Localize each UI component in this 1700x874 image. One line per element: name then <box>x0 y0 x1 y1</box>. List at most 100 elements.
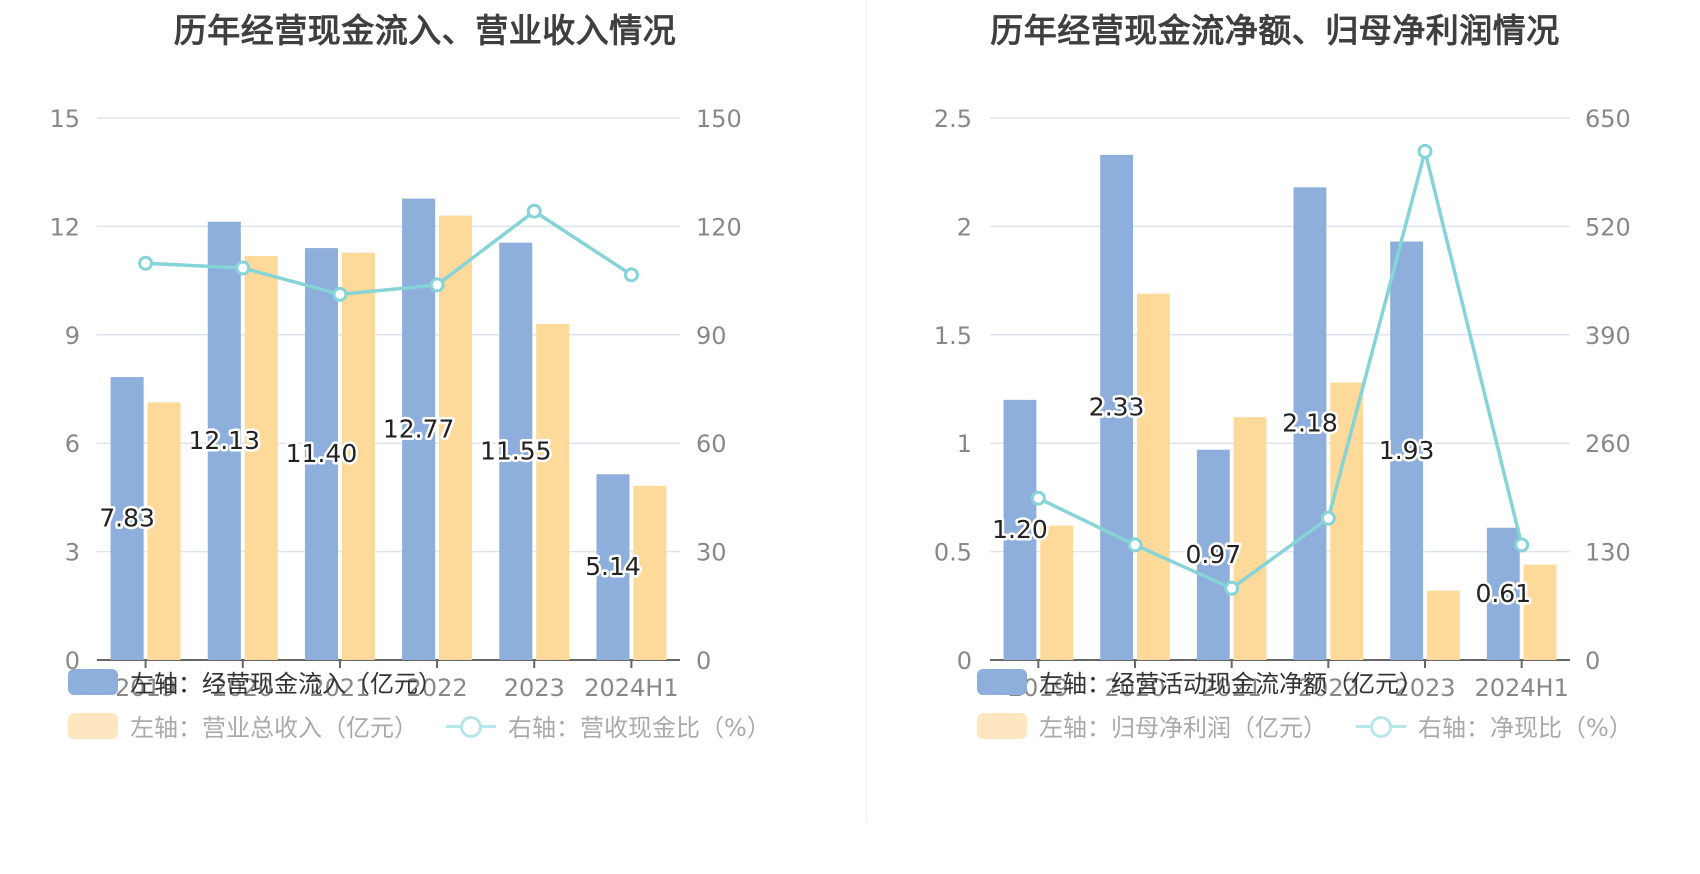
bar-orange <box>244 256 278 660</box>
legend-swatch-line-icon <box>446 713 496 739</box>
x-axis-tick-label: 2021 <box>1201 674 1262 702</box>
line-point <box>332 286 348 302</box>
panel-divider <box>866 0 867 822</box>
line-point <box>1224 580 1240 596</box>
bar-orange <box>633 485 667 660</box>
legend-item-series-2[interactable]: 右轴：净现比（%） <box>1356 708 1633 743</box>
bar-orange <box>1233 417 1267 660</box>
x-axis-tick-label: 2022 <box>1298 674 1359 702</box>
bar-orange <box>341 252 375 660</box>
bar-blue <box>402 198 436 660</box>
right-axis-tick-label: 120 <box>696 213 742 241</box>
bar-orange <box>1426 590 1460 660</box>
right-axis-tick-label: 130 <box>1585 539 1631 567</box>
legend-label: 右轴：净现比（%） <box>1418 714 1633 742</box>
legend-label: 右轴：营收现金比（%） <box>508 714 771 742</box>
bar-data-label: 12.77 <box>383 414 455 443</box>
bar-data-label: 1.93 <box>1379 436 1435 465</box>
legend-swatch-bar-blue <box>977 668 1027 695</box>
bar-blue <box>207 221 241 660</box>
bar-data-label: 5.14 <box>585 552 641 581</box>
line-point <box>138 255 154 271</box>
left-axis-tick-label: 3 <box>65 539 80 567</box>
legend-item-series-2[interactable]: 右轴：营收现金比（%） <box>446 708 771 743</box>
left-axis-tick-label: 0.5 <box>934 539 972 567</box>
legend-item-series-0[interactable]: 左轴：经营活动现金流净额（亿元） <box>977 664 1423 699</box>
bar-blue <box>1486 527 1520 660</box>
chart-panel-right: 历年经营现金流净额、归母净利润情况 0 0.5 1 1.5 2 2.5 0 130 260 390… <box>850 0 1700 874</box>
line-point <box>1127 537 1143 553</box>
bar-blue <box>1100 154 1134 660</box>
bar-blue <box>304 248 338 660</box>
x-axis-tick-label: 2023 <box>504 674 565 702</box>
x-axis-tick-label: 2020 <box>212 674 273 702</box>
x-axis-tick-label: 2019 <box>115 674 176 702</box>
line-point <box>1514 537 1530 553</box>
chart-title: 历年经营现金流净额、归母净利润情况 <box>990 11 1560 50</box>
legend-item-series-1[interactable]: 左轴：归母净利润（亿元） <box>977 708 1327 743</box>
bar-orange <box>1136 293 1170 660</box>
bar-blue <box>499 242 533 660</box>
bar-data-label: 0.61 <box>1475 579 1531 608</box>
bar-orange <box>147 402 181 660</box>
line-series <box>1037 150 1524 591</box>
right-axis-tick-label: 60 <box>696 430 727 458</box>
x-axis-tick-label: 2024H1 <box>584 674 678 702</box>
legend-swatch-bar-blue <box>68 668 118 695</box>
bar-data-label: 12.13 <box>188 426 260 455</box>
right-axis-tick-label: 260 <box>1585 430 1631 458</box>
line-point <box>623 267 639 283</box>
legend-item-series-1[interactable]: 左轴：营业总收入（亿元） <box>68 708 418 743</box>
legend-label: 左轴：营业总收入（亿元） <box>130 714 418 742</box>
bar-data-label: 0.97 <box>1185 540 1241 569</box>
line-point <box>1030 490 1046 506</box>
right-axis-tick-label: 390 <box>1585 322 1631 350</box>
bar-data-label: 1.20 <box>992 515 1048 544</box>
x-axis-tick-label: 2023 <box>1394 674 1455 702</box>
legend-label: 左轴：经营现金流入（亿元） <box>130 670 442 698</box>
left-axis-tick-label: 2.5 <box>934 105 972 133</box>
right-axis-tick-label: 0 <box>1585 647 1600 675</box>
left-axis-tick-label: 6 <box>65 430 80 458</box>
left-axis-tick-label: 1 <box>957 430 972 458</box>
x-axis-tick-label: 2020 <box>1104 674 1165 702</box>
chart-panel-left: 历年经营现金流入、营业收入情况 0 3 6 9 12 15 0 30 60 90 120 150 201… <box>49 11 771 743</box>
line-point <box>526 203 542 219</box>
bar-orange <box>1523 564 1557 660</box>
left-axis-tick-label: 0 <box>957 647 972 675</box>
right-axis-tick-label: 650 <box>1585 105 1631 133</box>
right-axis-tick-label: 520 <box>1585 213 1631 241</box>
left-axis-tick-label: 2 <box>957 213 972 241</box>
chart-title: 历年经营现金流入、营业收入情况 <box>173 11 677 50</box>
bar-orange <box>536 323 570 660</box>
bar-orange <box>1330 382 1364 660</box>
bar-blue <box>1293 187 1327 660</box>
bar-orange <box>439 215 473 660</box>
line-point <box>235 260 251 276</box>
bar-blue <box>110 377 144 660</box>
legend-swatch-bar-orange <box>68 712 118 739</box>
bar-data-label: 2.33 <box>1089 392 1145 421</box>
bar-data-label: 7.83 <box>99 504 155 533</box>
legend-label: 左轴：归母净利润（亿元） <box>1039 714 1327 742</box>
legend-item-series-0[interactable]: 左轴：经营现金流入（亿元） <box>68 664 442 699</box>
legend-swatch-bar-orange <box>977 712 1027 739</box>
left-axis-tick-label: 1.5 <box>934 322 972 350</box>
line-series <box>145 209 633 297</box>
left-axis-tick-label: 9 <box>65 322 80 350</box>
bar-blue <box>1003 399 1037 660</box>
line-point <box>429 277 445 293</box>
bar-blue <box>596 474 630 660</box>
left-axis-tick-label: 0 <box>65 647 80 675</box>
bar-data-label: 2.18 <box>1282 409 1338 438</box>
bar-orange <box>1040 525 1074 660</box>
legend-swatch-line-icon <box>1356 713 1406 739</box>
x-axis-tick-label: 2024H1 <box>1474 674 1568 702</box>
x-axis-tick-label: 2021 <box>309 674 370 702</box>
bar-blue <box>1196 449 1230 660</box>
line-point <box>1320 510 1336 526</box>
bar-data-label: 11.55 <box>480 436 552 465</box>
right-axis-tick-label: 30 <box>696 539 727 567</box>
